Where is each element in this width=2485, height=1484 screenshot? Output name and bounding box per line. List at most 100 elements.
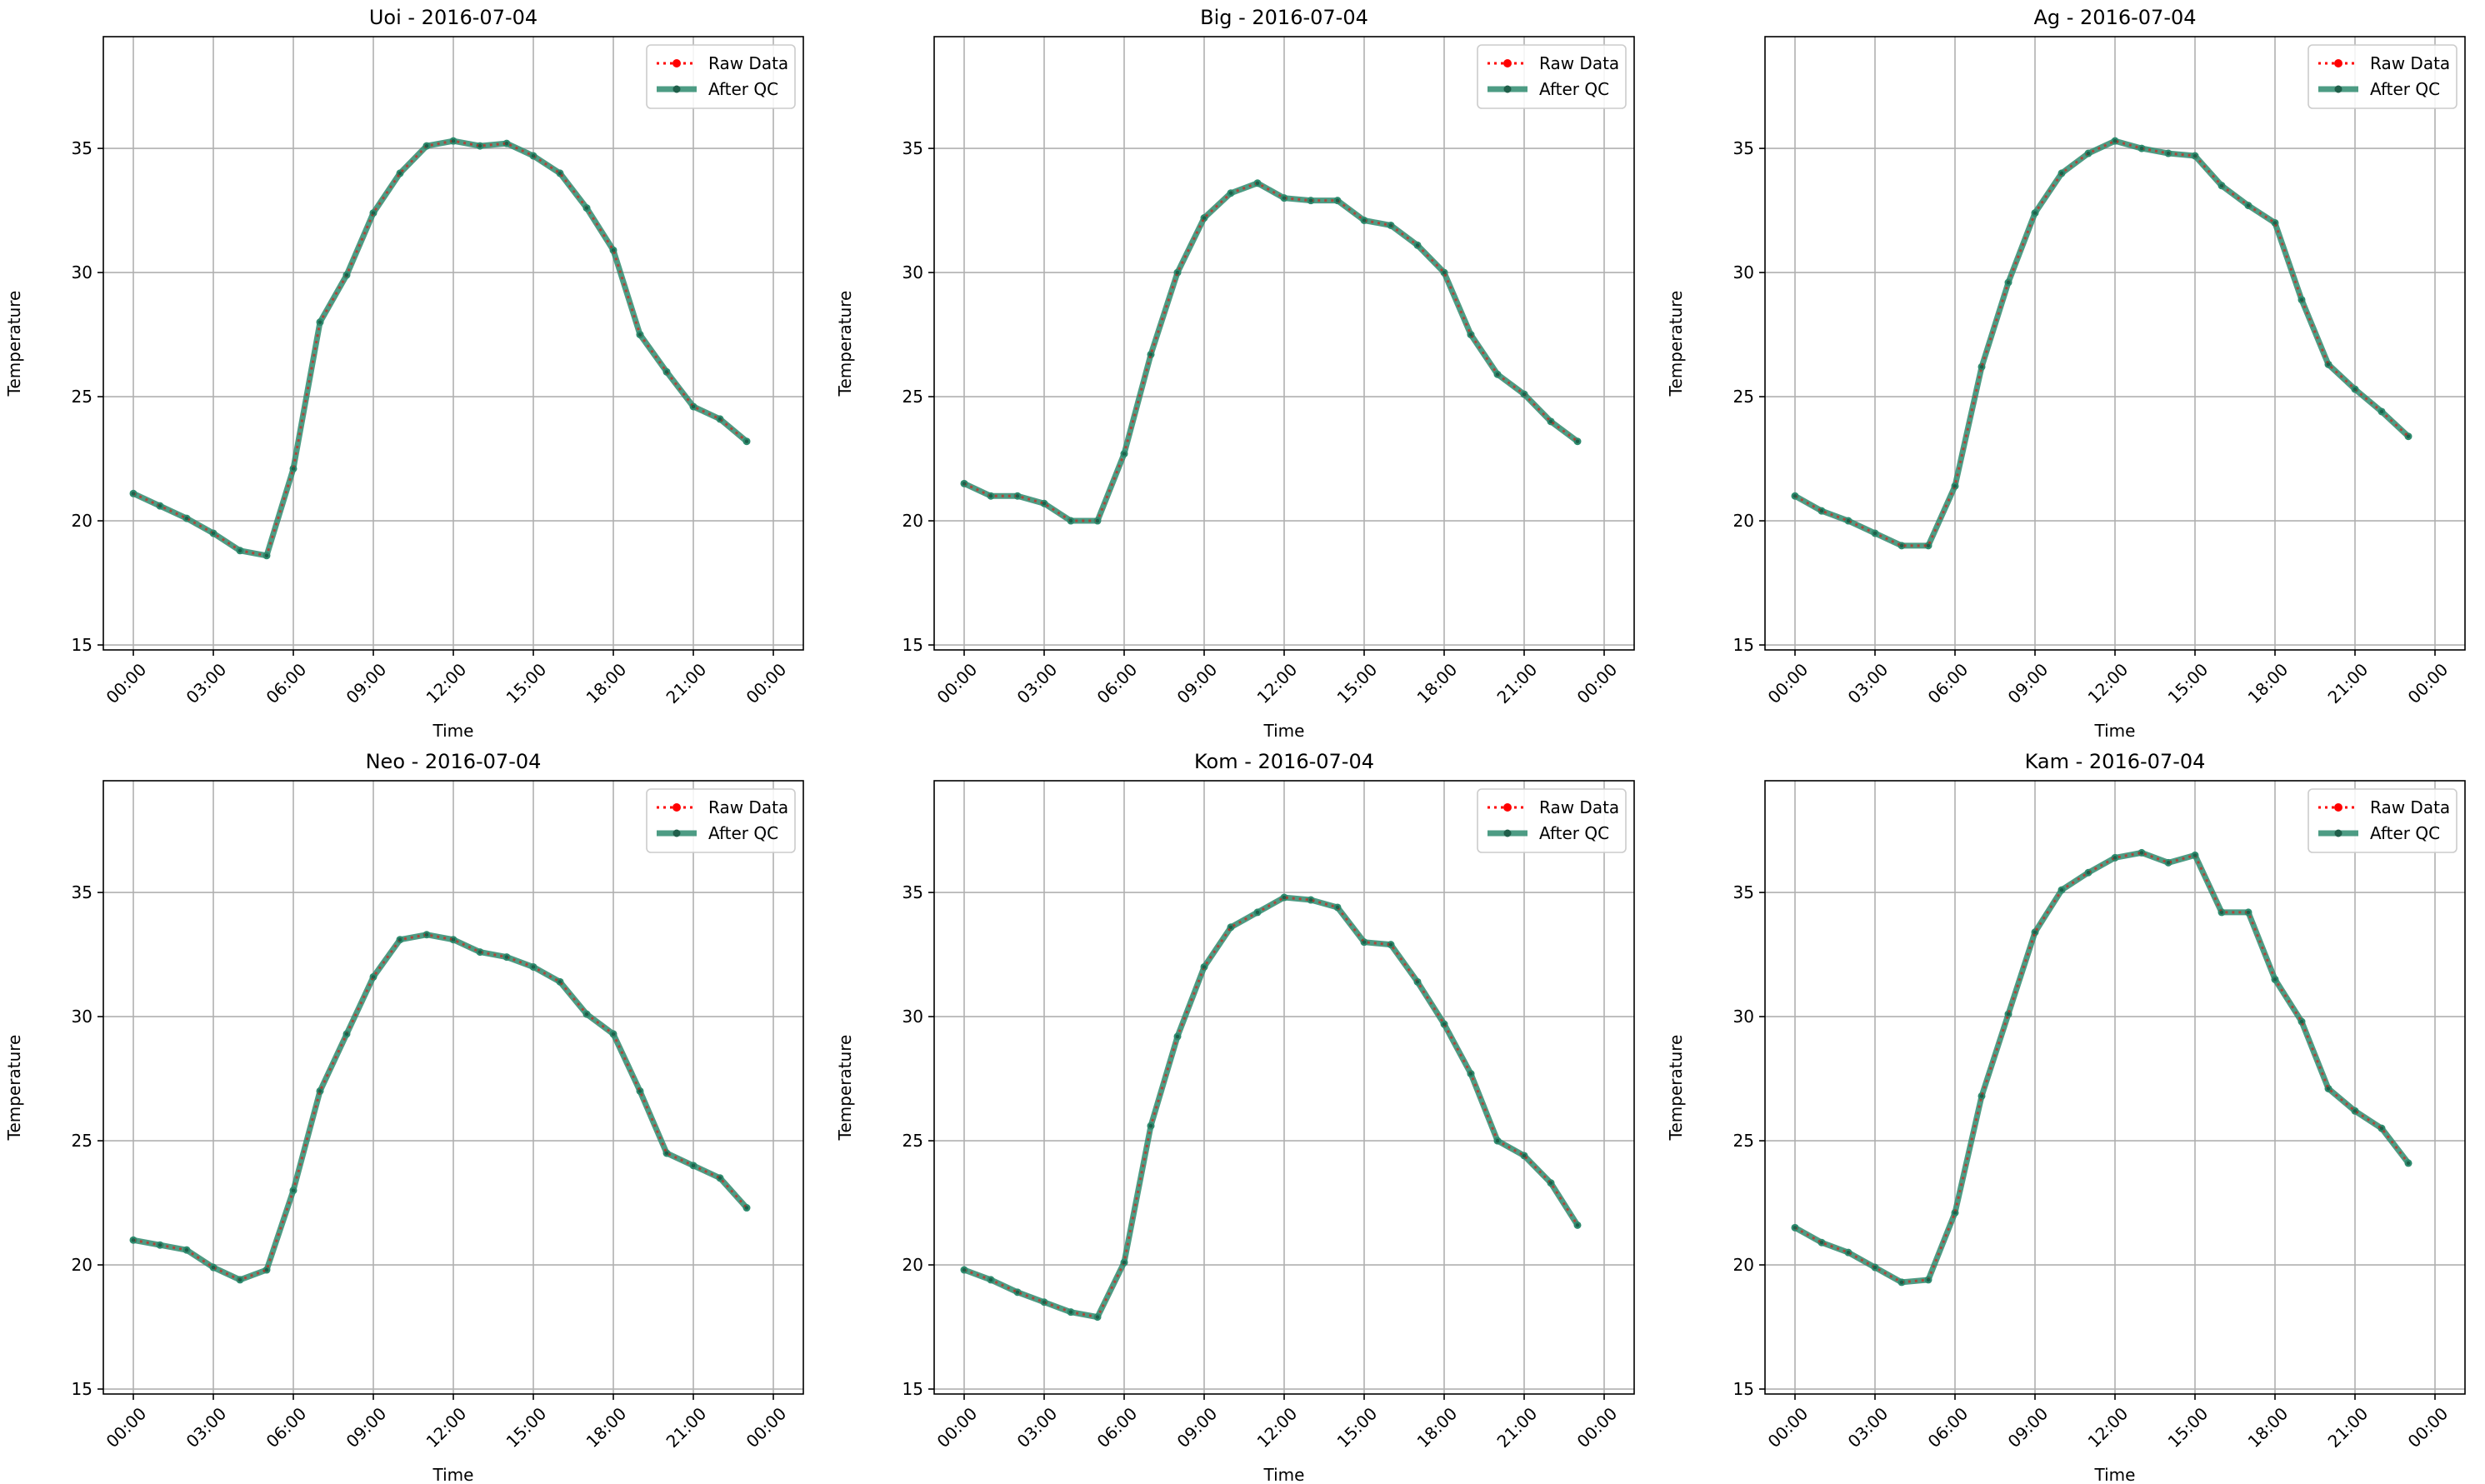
point-raw-data xyxy=(2192,853,2198,857)
point-raw-data xyxy=(1042,501,1047,506)
subplot-3: 00:00 03:00 06:00 09:00 12:00 15:00 18:00 21:00… xyxy=(1666,6,2466,741)
chart-title: Kam - 2016-07-04 xyxy=(2025,750,2206,773)
point-raw-data xyxy=(1792,1226,1798,1230)
point-raw-data xyxy=(1255,181,1260,186)
point-raw-data xyxy=(2219,183,2224,187)
x-axis-label: Time xyxy=(1263,721,1305,741)
x-tick-label: 21:00 xyxy=(662,659,711,707)
point-raw-data xyxy=(611,248,616,252)
legend-marker-raw-data xyxy=(1503,803,1512,812)
legend-marker-after-qc xyxy=(1503,85,1512,93)
point-raw-data xyxy=(2086,871,2091,875)
point-raw-data xyxy=(2272,221,2278,225)
point-raw-data xyxy=(1468,332,1473,337)
point-raw-data xyxy=(238,1277,242,1282)
x-tick-label: 06:00 xyxy=(1093,659,1142,707)
y-tick-label: 30 xyxy=(72,262,92,282)
point-raw-data xyxy=(1575,1223,1580,1227)
legend: Raw Data After QC xyxy=(1477,788,1627,853)
legend-label-after-qc: After QC xyxy=(1539,823,1609,843)
point-raw-data xyxy=(1122,452,1127,456)
x-tick-label: 15:00 xyxy=(2164,659,2212,707)
legend-marker-after-qc xyxy=(672,829,681,837)
x-tick-label: 18:00 xyxy=(582,1403,631,1452)
legend-box xyxy=(646,788,796,853)
point-raw-data xyxy=(211,531,216,536)
point-raw-data xyxy=(1388,942,1393,947)
point-raw-data xyxy=(2299,297,2304,302)
point-raw-data xyxy=(184,1247,189,1252)
y-tick-label: 30 xyxy=(72,1007,92,1027)
point-raw-data xyxy=(1282,196,1287,200)
y-tick-label: 20 xyxy=(902,1255,923,1275)
legend-marker-after-qc xyxy=(2334,85,2342,93)
point-raw-data xyxy=(718,1176,722,1180)
legend-label-raw-data: Raw Data xyxy=(708,797,788,817)
legend-label-raw-data: Raw Data xyxy=(2370,797,2450,817)
grid xyxy=(1765,781,2465,1394)
point-raw-data xyxy=(2166,151,2171,156)
y-tick-label: 25 xyxy=(72,1131,92,1151)
grid xyxy=(934,781,1634,1394)
point-raw-data xyxy=(718,417,722,422)
x-tick-label: 12:00 xyxy=(2084,659,2132,707)
subplot-4: 00:00 03:00 06:00 09:00 12:00 15:00 18:00 21:00… xyxy=(4,750,804,1484)
point-raw-data xyxy=(1095,1315,1100,1319)
legend: Raw Data After QC xyxy=(2308,44,2458,109)
point-raw-data xyxy=(1819,1241,1824,1245)
x-tick-label: 00:00 xyxy=(1573,659,1622,707)
point-raw-data xyxy=(2406,1161,2411,1166)
y-tick-label: 35 xyxy=(902,882,923,902)
x-tick-label: 18:00 xyxy=(582,659,631,707)
point-raw-data xyxy=(2192,153,2198,158)
x-tick-label: 21:00 xyxy=(1493,659,1542,707)
chart-title: Kom - 2016-07-04 xyxy=(1194,750,1374,773)
point-raw-data xyxy=(2059,887,2064,892)
point-raw-data xyxy=(398,171,402,176)
x-axis-label: Time xyxy=(432,1465,474,1484)
y-axis-label: Temperature xyxy=(835,1035,855,1142)
x-tick-label: 15:00 xyxy=(1333,1403,1382,1452)
point-raw-data xyxy=(1979,365,1984,369)
point-raw-data xyxy=(2166,861,2171,865)
point-raw-data xyxy=(2219,910,2224,915)
y-tick-label: 35 xyxy=(1733,138,1754,158)
point-raw-data xyxy=(1522,1153,1527,1158)
subplot-6: 00:00 03:00 06:00 09:00 12:00 15:00 18:00 21:00… xyxy=(1666,750,2466,1484)
x-tick-label: 00:00 xyxy=(742,659,791,707)
subplot-5: 00:00 03:00 06:00 09:00 12:00 15:00 18:00 21:00… xyxy=(835,750,1635,1484)
y-axis-label: Temperature xyxy=(1666,1035,1686,1142)
point-raw-data xyxy=(211,1265,216,1270)
legend-label-after-qc: After QC xyxy=(708,79,778,99)
legend: Raw Data After QC xyxy=(646,788,796,853)
x-axis-label: Time xyxy=(1263,1465,1305,1484)
chart-title: Big - 2016-07-04 xyxy=(1200,6,1368,29)
point-raw-data xyxy=(2139,146,2144,151)
point-raw-data xyxy=(2406,434,2411,438)
point-raw-data xyxy=(344,1032,349,1037)
point-raw-data xyxy=(584,1012,589,1017)
x-tick-label: 18:00 xyxy=(2244,659,2292,707)
point-raw-data xyxy=(1068,518,1073,523)
x-tick-label: 03:00 xyxy=(182,659,231,707)
grid xyxy=(103,781,803,1394)
point-raw-data xyxy=(371,211,376,215)
x-tick-label: 00:00 xyxy=(933,1403,982,1452)
point-raw-data xyxy=(1846,1250,1851,1255)
legend-box xyxy=(1477,44,1627,109)
x-tick-label: 12:00 xyxy=(2084,1403,2132,1452)
x-tick-label: 03:00 xyxy=(182,1403,231,1452)
point-raw-data xyxy=(1015,1290,1020,1295)
point-raw-data xyxy=(638,1089,642,1093)
point-raw-data xyxy=(2379,409,2384,414)
point-raw-data xyxy=(691,404,696,409)
x-axis-label: Time xyxy=(432,721,474,741)
point-raw-data xyxy=(2299,1019,2304,1024)
point-raw-data xyxy=(1872,1265,1878,1270)
point-raw-data xyxy=(1495,1138,1500,1143)
legend-label-after-qc: After QC xyxy=(2370,79,2440,99)
legend-label-raw-data: Raw Data xyxy=(708,53,788,73)
legend-marker-after-qc xyxy=(1503,829,1512,837)
point-raw-data xyxy=(1175,1034,1180,1039)
